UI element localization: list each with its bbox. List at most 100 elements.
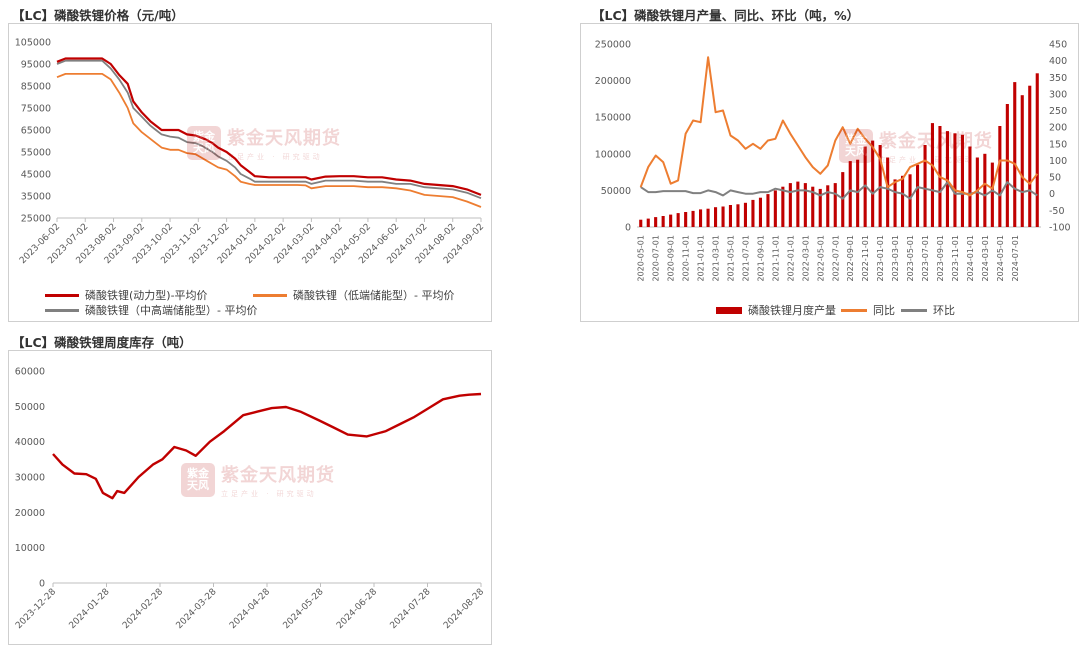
production-bar — [803, 183, 807, 227]
x-tick-label: 2023-01-01 — [876, 235, 885, 282]
production-bar — [639, 219, 643, 227]
y-right-tick-label: 450 — [1049, 40, 1067, 51]
production-chart-panel: 【LC】磷酸铁锂月产量、同比、环比（吨，%） 0 50000 100000 15000… — [540, 0, 1080, 325]
production-chart-legend: 磷酸铁锂月度产量 同比 环比 — [581, 302, 1078, 320]
production-bar — [676, 213, 680, 227]
production-bar — [990, 162, 994, 227]
production-bar — [960, 134, 964, 227]
y-left-tick-label: 0 — [625, 223, 631, 234]
production-bar — [811, 186, 815, 227]
y-tick-label: 55000 — [21, 148, 51, 159]
production-bar — [998, 126, 1002, 227]
production-bar — [886, 157, 890, 227]
price-chart-legend: 磷酸铁锂(动力型)-平均价 磷酸铁锂（低端储能型）- 平均价 磷酸铁锂（中高端储… — [9, 286, 491, 321]
production-bar — [1035, 73, 1039, 227]
x-tick-label: 2024-02-28 — [121, 587, 165, 631]
legend-swatch-power — [45, 293, 79, 297]
production-bar — [706, 208, 710, 227]
y-tick-label: 35000 — [21, 192, 51, 203]
price-chart-panel: 【LC】磷酸铁锂价格（元/吨） 25000 35000 45000 55000 6500… — [0, 0, 540, 325]
x-tick-label: 2022-11-01 — [861, 235, 870, 282]
y-tick-label: 75000 — [21, 104, 51, 115]
production-bar — [1028, 85, 1032, 227]
x-tick-label: 2024-05-28 — [282, 587, 326, 631]
x-tick-label: 2023-11-01 — [951, 235, 960, 282]
y-tick-label: 45000 — [21, 170, 51, 181]
x-tick-label: 2022-05-01 — [816, 235, 825, 282]
production-bar — [1013, 82, 1017, 227]
production-bar — [796, 181, 800, 227]
legend-swatch-low-storage — [253, 293, 287, 297]
y-tick-label: 10000 — [15, 543, 45, 554]
price-chart-frame: 25000 35000 45000 55000 65000 75000 85000 95000… — [8, 23, 492, 322]
x-tick-label: 2024-03-01 — [981, 235, 990, 282]
y-right-tick-label: -100 — [1049, 223, 1071, 234]
legend-label-mid-storage: 磷酸铁锂（中高端储能型）- 平均价 — [85, 304, 258, 317]
production-bar — [736, 204, 740, 227]
legend-label-power: 磷酸铁锂(动力型)-平均价 — [85, 289, 208, 302]
legend-item-monthly-output: 磷酸铁锂月度产量 — [716, 302, 836, 318]
production-bar — [766, 194, 770, 227]
legend-item-mom: 环比 — [901, 302, 955, 318]
inventory-chart-frame: 0 10000 20000 30000 40000 50000 60000 2023-12-2… — [8, 350, 492, 645]
production-bar — [983, 153, 987, 227]
y-left-tick-label: 50000 — [601, 186, 631, 197]
production-bar — [818, 188, 822, 227]
production-bar — [908, 174, 912, 227]
production-bar — [856, 159, 860, 227]
y-tick-label: 0 — [39, 579, 45, 590]
x-tick-label: 2022-01-01 — [786, 235, 795, 282]
x-tick-label: 2024-07-28 — [389, 587, 433, 631]
inventory-chart-title: 【LC】磷酸铁锂周度库存（吨） — [12, 335, 192, 350]
x-tick-label: 2023-09-01 — [936, 235, 945, 282]
y-right-tick-label: 50 — [1049, 173, 1061, 184]
y-right-tick-label: 150 — [1049, 139, 1067, 150]
x-tick-label: 2023-03-01 — [891, 235, 900, 282]
series-line — [56, 73, 482, 208]
production-bar — [930, 123, 934, 227]
production-bar — [826, 185, 830, 227]
production-bar — [968, 146, 972, 227]
series-line — [52, 392, 482, 500]
legend-swatch-mom — [901, 308, 927, 312]
production-bar — [684, 212, 688, 227]
y-right-tick-label: 250 — [1049, 106, 1067, 117]
production-bar — [916, 164, 920, 227]
y-left-tick-label: 100000 — [595, 149, 631, 160]
production-bar — [691, 210, 695, 227]
y-right-tick-label: 300 — [1049, 89, 1067, 100]
production-bar — [669, 214, 673, 227]
production-chart-svg: 0 50000 100000 150000 200000 250000 -100 -50 0 50… — [595, 40, 1071, 282]
y-tick-label: 65000 — [21, 126, 51, 137]
x-tick-label: 2023-05-01 — [906, 235, 915, 282]
y-right-tick-label: 0 — [1049, 189, 1055, 200]
legend-label-monthly-output: 磷酸铁锂月度产量 — [748, 304, 836, 317]
price-chart-title: 【LC】磷酸铁锂价格（元/吨） — [12, 8, 184, 23]
x-tick-label: 2021-05-01 — [727, 235, 736, 282]
x-tick-label: 2023-07-01 — [921, 235, 930, 282]
production-bar — [1005, 104, 1009, 227]
production-bar — [646, 218, 650, 227]
production-bar — [923, 145, 927, 227]
x-tick-label: 2024-01-28 — [68, 587, 112, 631]
x-tick-label: 2021-09-01 — [756, 235, 765, 282]
y-right-tick-label: 400 — [1049, 56, 1067, 67]
price-chart-svg: 25000 35000 45000 55000 65000 75000 85000 95000… — [15, 38, 486, 267]
production-bar — [654, 217, 658, 227]
production-bar — [893, 179, 897, 227]
series-line — [56, 57, 482, 196]
production-bar — [788, 183, 792, 227]
y-tick-label: 85000 — [21, 82, 51, 93]
production-bar — [758, 197, 762, 227]
y-left-tick-label: 200000 — [595, 76, 631, 87]
production-bar — [1020, 95, 1024, 227]
production-bar — [953, 133, 957, 227]
production-bar — [721, 206, 725, 227]
y-tick-label: 105000 — [15, 38, 51, 49]
inventory-chart-svg: 0 10000 20000 30000 40000 50000 60000 2023-12-2… — [14, 367, 486, 632]
production-bar — [728, 205, 732, 227]
production-bar — [699, 209, 703, 227]
x-tick-label: 2024-08-28 — [442, 587, 486, 631]
legend-item-mid-storage: 磷酸铁锂（中高端储能型）- 平均价 — [45, 302, 257, 318]
production-bar — [871, 140, 875, 227]
